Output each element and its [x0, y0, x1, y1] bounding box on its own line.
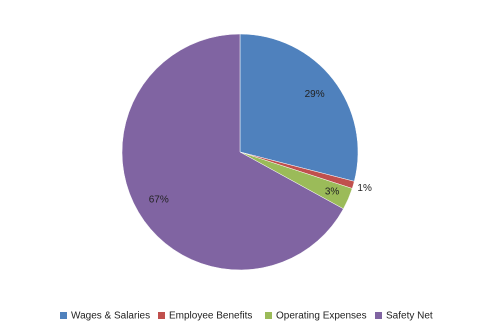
legend-swatch: [158, 312, 165, 319]
slice-label: 29%: [305, 89, 325, 100]
pie-slice: [239, 33, 359, 182]
legend-label: Operating Expenses: [276, 311, 367, 322]
pie-slice: [121, 33, 344, 271]
slice-label: 67%: [149, 195, 169, 206]
legend-swatch: [60, 312, 67, 319]
legend-swatch: [265, 312, 272, 319]
legend-label: Employee Benefits: [169, 311, 252, 322]
legend-label: Wages & Salaries: [71, 311, 150, 322]
slice-label: 3%: [325, 186, 340, 197]
slice-label: 1%: [357, 183, 372, 194]
legend-label: Safety Net: [386, 311, 433, 322]
legend-swatch: [375, 312, 382, 319]
